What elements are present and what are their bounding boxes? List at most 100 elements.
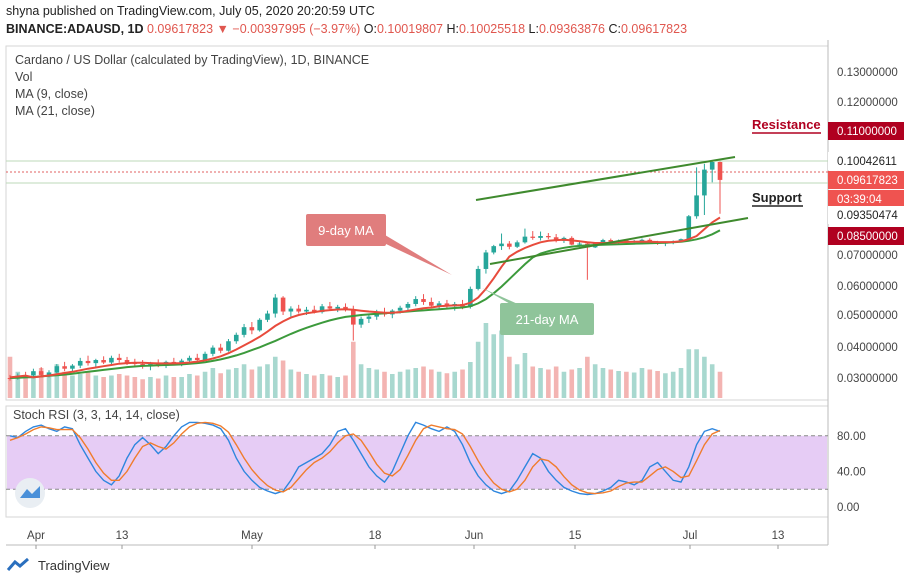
candle-body xyxy=(335,306,340,309)
ma21-callout-label: 21-day MA xyxy=(516,312,579,327)
candle-body xyxy=(421,299,426,302)
price-tick-label: 0.04000000 xyxy=(837,342,898,354)
volume-bar xyxy=(475,341,481,398)
cloud-icon xyxy=(20,486,40,498)
volume-bar xyxy=(444,373,450,398)
ma21-line xyxy=(9,229,721,379)
time-tick-label: 13 xyxy=(116,530,129,542)
price-tag-text-support: 0.08500000 xyxy=(837,231,898,243)
low-value: 0.09363876 xyxy=(538,22,606,36)
legend-stoch-rsi: Stoch RSI (3, 3, 14, 14, close) xyxy=(13,408,180,422)
candle-body xyxy=(194,357,200,361)
legend-ma21: MA (21, close) xyxy=(15,104,95,118)
candle-body xyxy=(187,357,192,361)
price-tick-label: 0.07000000 xyxy=(837,250,898,262)
support-label: Support xyxy=(752,190,802,205)
volume-bar xyxy=(585,356,590,398)
rsi-tick-label: 40.00 xyxy=(837,466,866,478)
last-price: 0.09617823 xyxy=(147,22,214,36)
candle-body xyxy=(311,309,317,313)
volume-bar xyxy=(304,374,309,398)
candle-body xyxy=(327,306,333,309)
volume-bar xyxy=(413,368,419,398)
price-tag-text-resistance: 0.11000000 xyxy=(837,126,897,138)
candle-body xyxy=(709,162,715,170)
time-tick-label: 13 xyxy=(772,530,785,542)
volume-bar xyxy=(514,364,520,398)
volume-bar xyxy=(148,377,153,398)
volume-bar xyxy=(288,369,294,398)
candle-body xyxy=(475,268,481,289)
volume-bar xyxy=(335,377,340,398)
volume-bar xyxy=(397,371,403,398)
volume-bar xyxy=(77,374,83,398)
publisher-line: shyna published on TradingView.com, July… xyxy=(6,4,375,18)
open-label: O: xyxy=(363,22,377,36)
volume-bar xyxy=(577,368,582,398)
price-tag-countdown xyxy=(828,190,904,208)
candle-body xyxy=(257,319,262,331)
volume-bar xyxy=(31,377,36,398)
price-tag-text-support-upper: 0.09350474 xyxy=(837,210,898,222)
candle-body xyxy=(179,360,184,364)
volume-bar xyxy=(608,369,614,398)
volume-bar xyxy=(155,378,161,398)
candle-body xyxy=(93,360,99,364)
candle-body xyxy=(77,360,83,366)
candle-body xyxy=(499,243,504,247)
volume-bar xyxy=(210,368,216,398)
volume-bar xyxy=(631,372,637,398)
volume-bar xyxy=(702,356,707,398)
candle-body xyxy=(530,236,536,238)
volume-bar xyxy=(530,366,536,398)
volume-bar xyxy=(46,375,52,398)
rsi-tick-label: 0.00 xyxy=(837,502,859,514)
volume-bar xyxy=(241,364,247,398)
stoch-rsi-k-line xyxy=(9,421,721,496)
candle-body xyxy=(54,366,60,373)
candle-body xyxy=(366,316,372,319)
volume-bar xyxy=(109,375,114,398)
volume-bar xyxy=(491,334,497,398)
volume-bar xyxy=(265,364,270,398)
price-tick-label: 0.03000000 xyxy=(837,373,898,385)
price-tick-label: 0.12000000 xyxy=(837,97,898,109)
candle-body xyxy=(288,308,294,312)
volume-bar xyxy=(468,362,473,398)
price-tag-support xyxy=(828,227,904,245)
volume-bar xyxy=(483,323,489,398)
volume-bar xyxy=(116,374,122,398)
volume-bar xyxy=(249,369,255,398)
tradingview-footer[interactable]: TradingView xyxy=(6,557,110,573)
price-tag-text-countdown: 03:39:04 xyxy=(837,194,882,206)
candle-body xyxy=(483,252,489,269)
candle-body xyxy=(70,365,75,369)
volume-bar xyxy=(187,374,192,398)
volume-bar xyxy=(717,371,723,398)
candle-body xyxy=(62,366,67,369)
volume-bar xyxy=(507,356,512,398)
legend-vol: Vol xyxy=(15,70,33,84)
candle-body xyxy=(639,239,645,242)
price-tick-label: 0.06000000 xyxy=(837,281,898,293)
volume-bar xyxy=(421,366,426,398)
volume-bar xyxy=(366,368,372,398)
candle-body xyxy=(241,327,247,335)
candle-body xyxy=(218,347,223,351)
volume-bar xyxy=(561,371,567,398)
volume-bar xyxy=(343,375,348,398)
volume-bar xyxy=(38,368,44,398)
candle-body xyxy=(413,299,419,304)
high-label: H: xyxy=(446,22,460,36)
ma9-callout-pointer xyxy=(380,232,452,275)
volume-bar xyxy=(218,373,223,398)
volume-bar xyxy=(694,349,699,398)
down-arrow-icon: ▼ xyxy=(216,22,229,36)
candle-body xyxy=(538,236,543,238)
candle-body xyxy=(116,357,122,361)
volume-bar xyxy=(522,353,528,398)
volume-bar xyxy=(327,375,333,398)
ma9-line xyxy=(9,216,721,379)
volume-bar xyxy=(85,371,91,398)
